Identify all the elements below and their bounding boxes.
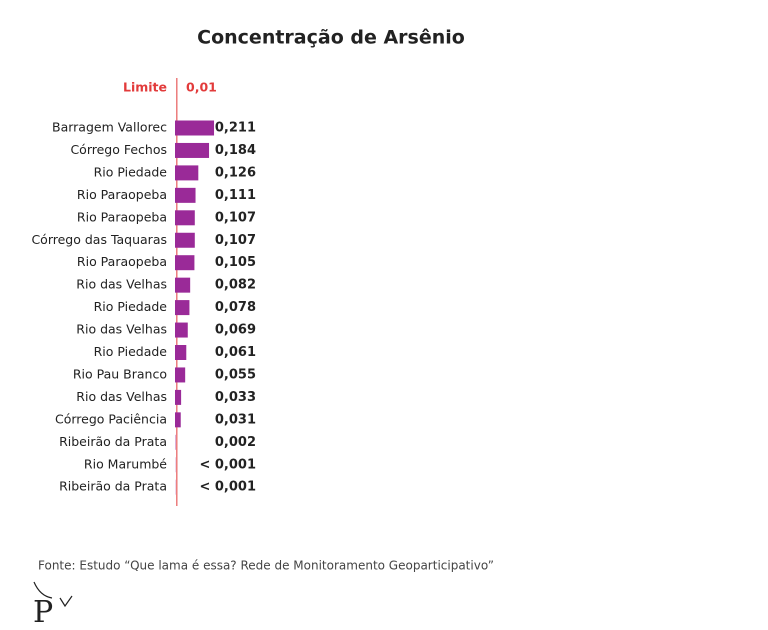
value-label: 0,211 xyxy=(215,121,256,136)
value-label: 0,184 xyxy=(215,143,256,158)
value-label: 0,031 xyxy=(215,412,256,427)
value-label: 0,126 xyxy=(215,165,256,180)
value-label: 0,078 xyxy=(215,300,256,315)
limit-value: 0,01 xyxy=(186,80,217,95)
category-label: Rio Piedade xyxy=(94,164,168,179)
value-label: 0,055 xyxy=(215,367,256,382)
logo-swoosh xyxy=(33,581,53,599)
category-label: Rio Paraopeba xyxy=(77,209,167,224)
bar xyxy=(175,210,195,226)
chart-title: Concentração de Arsênio xyxy=(197,27,465,49)
category-label: Rio Paraopeba xyxy=(77,187,167,202)
category-label: Rio das Velhas xyxy=(76,277,167,292)
logo-mark xyxy=(59,595,73,608)
bar xyxy=(175,232,195,248)
category-label: Rio Piedade xyxy=(94,299,168,314)
bar xyxy=(175,367,186,383)
bar xyxy=(175,412,181,428)
category-label: Rio das Velhas xyxy=(76,322,167,337)
category-label: Rio das Velhas xyxy=(76,389,167,404)
value-label: 0,107 xyxy=(215,233,256,248)
bar xyxy=(175,120,215,136)
logo: P xyxy=(33,595,53,630)
category-label: Córrego Paciência xyxy=(55,411,167,426)
value-label: 0,069 xyxy=(215,323,256,338)
source: Fonte: Estudo “Que lama é essa? Rede de … xyxy=(38,559,494,573)
value-label: 0,002 xyxy=(215,435,256,450)
category-label: Rio Pau Branco xyxy=(73,366,167,381)
bar xyxy=(175,277,191,293)
value-label: 0,061 xyxy=(215,345,256,360)
bar xyxy=(175,389,182,405)
bar xyxy=(175,187,196,203)
category-label: Córrego das Taquaras xyxy=(31,232,167,247)
limit-label: Limite xyxy=(123,80,167,95)
value-label: 0,105 xyxy=(215,255,256,270)
value-label: 0,033 xyxy=(215,390,256,405)
category-label: Rio Piedade xyxy=(94,344,168,359)
value-label: 0,107 xyxy=(215,210,256,225)
category-label: Rio Marumbé xyxy=(84,456,167,471)
category-label: Barragem Vallorec xyxy=(52,120,167,135)
bar xyxy=(175,142,210,158)
bar xyxy=(175,322,188,338)
value-label: < 0,001 xyxy=(199,480,256,495)
bar xyxy=(175,300,190,316)
value-label: 0,111 xyxy=(215,188,256,203)
value-label: 0,082 xyxy=(215,278,256,293)
bar xyxy=(175,165,199,181)
bar xyxy=(175,255,195,271)
bar xyxy=(175,345,187,360)
category-label: Ribeirão da Prata xyxy=(59,434,167,449)
value-label: < 0,001 xyxy=(199,457,256,472)
category-label: Córrego Fechos xyxy=(70,142,167,157)
category-label: Rio Paraopeba xyxy=(77,254,167,269)
category-label: Ribeirão da Prata xyxy=(59,479,167,494)
